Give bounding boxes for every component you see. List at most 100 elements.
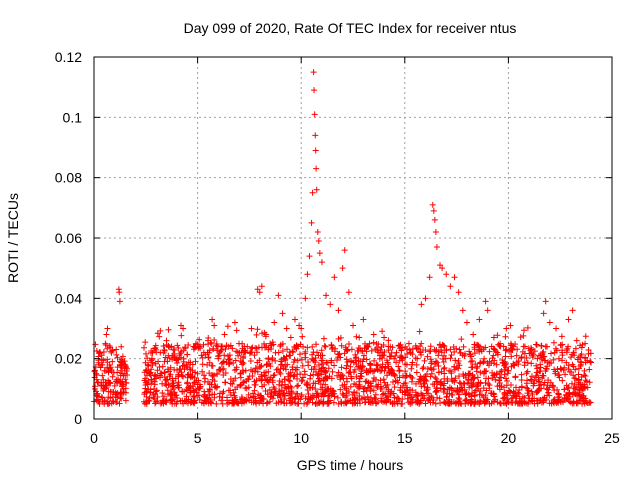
data-point <box>344 398 351 405</box>
data-point <box>430 207 437 214</box>
data-point <box>182 397 189 404</box>
data-point <box>563 382 570 389</box>
data-point <box>223 394 230 401</box>
data-points <box>91 69 595 407</box>
data-point <box>395 395 402 402</box>
data-point <box>169 397 176 404</box>
data-point <box>318 392 325 399</box>
data-point <box>329 368 336 375</box>
data-point <box>220 365 227 372</box>
data-point <box>480 370 487 377</box>
data-point <box>343 356 350 363</box>
data-point <box>211 322 218 329</box>
data-point <box>523 354 530 361</box>
data-point <box>280 390 287 397</box>
data-point <box>106 365 113 372</box>
data-point <box>173 355 180 362</box>
data-point <box>123 379 130 386</box>
data-point <box>424 353 431 360</box>
data-point <box>268 389 275 396</box>
data-point <box>282 392 289 399</box>
data-point <box>229 381 236 388</box>
data-point <box>397 354 404 361</box>
data-point <box>229 400 236 407</box>
data-point <box>141 344 148 351</box>
data-point <box>205 354 212 361</box>
data-point <box>439 355 446 362</box>
data-point <box>309 189 316 196</box>
data-point <box>238 400 245 407</box>
data-point <box>361 385 368 392</box>
data-point <box>445 399 452 406</box>
data-point <box>405 340 412 347</box>
data-point <box>486 382 493 389</box>
data-point <box>331 348 338 355</box>
data-point <box>368 383 375 390</box>
data-point <box>523 384 530 391</box>
data-point <box>206 381 213 388</box>
data-point <box>517 334 524 341</box>
data-point <box>118 343 125 350</box>
data-point <box>399 396 406 403</box>
data-point <box>457 400 464 407</box>
data-point <box>462 400 469 407</box>
data-point <box>431 216 438 223</box>
data-point <box>310 371 317 378</box>
data-point <box>291 372 298 379</box>
data-point <box>281 381 288 388</box>
data-point <box>431 346 438 353</box>
data-point <box>239 345 246 352</box>
data-point <box>304 344 311 351</box>
data-point <box>116 400 123 407</box>
data-point <box>303 382 310 389</box>
data-point <box>510 362 517 369</box>
data-point <box>302 348 309 355</box>
data-point <box>419 365 426 372</box>
data-point <box>374 362 381 369</box>
data-point <box>442 400 449 407</box>
data-point <box>291 316 298 323</box>
data-point <box>587 358 594 365</box>
data-point <box>235 352 242 359</box>
data-point <box>160 393 167 400</box>
data-point <box>195 345 202 352</box>
data-point <box>311 111 318 118</box>
data-point <box>287 369 294 376</box>
data-point <box>573 337 580 344</box>
data-point <box>94 391 101 398</box>
data-point <box>192 386 199 393</box>
data-point <box>389 400 396 407</box>
data-point <box>437 262 444 269</box>
data-point <box>483 387 490 394</box>
data-point <box>341 383 348 390</box>
data-point <box>215 352 222 359</box>
data-point <box>239 359 246 366</box>
data-point <box>483 396 490 403</box>
data-point <box>403 346 410 353</box>
data-point <box>172 375 179 382</box>
data-point <box>338 342 345 349</box>
data-point <box>297 351 304 358</box>
data-point <box>586 399 593 406</box>
data-point <box>542 298 549 305</box>
data-point <box>254 326 261 333</box>
data-point <box>570 372 577 379</box>
y-tick-label: 0.12 <box>55 49 82 65</box>
data-point <box>578 373 585 380</box>
data-point <box>543 365 550 372</box>
data-point <box>377 383 384 390</box>
data-point <box>157 349 164 356</box>
data-point <box>277 394 284 401</box>
data-point <box>315 238 322 245</box>
data-point <box>371 357 378 364</box>
data-point <box>447 283 454 290</box>
data-point <box>333 357 340 364</box>
data-point <box>256 357 263 364</box>
data-point <box>310 69 317 76</box>
data-point <box>554 386 561 393</box>
data-point <box>277 366 284 373</box>
data-point <box>587 350 594 357</box>
data-point <box>402 368 409 375</box>
data-point <box>356 396 363 403</box>
data-point <box>441 352 448 359</box>
